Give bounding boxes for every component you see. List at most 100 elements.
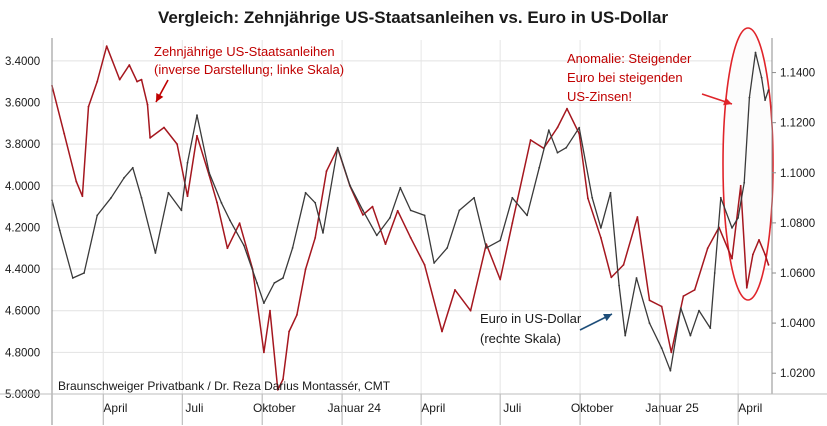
eur-usd-point <box>131 166 134 169</box>
eur-usd-point <box>123 176 125 179</box>
eur-usd-point <box>336 146 339 149</box>
eur-usd-point <box>600 227 602 229</box>
treasury-yield-point <box>325 170 328 173</box>
y-left-tick-label: 3.8000 <box>5 139 40 151</box>
treasury-yield-point <box>693 289 696 291</box>
treasury-yield-point <box>163 126 165 129</box>
eur-usd-point <box>635 277 638 279</box>
treasury-yield-point <box>186 195 189 198</box>
y-left-tick-label: 3.6000 <box>5 97 40 109</box>
y-left-tick-label: 4.4000 <box>5 264 40 276</box>
treasury-yield-point <box>118 78 121 81</box>
annotation-anomaly-line-3: US-Zinsen! <box>567 89 632 104</box>
annotation-anomaly-line-1: Anomalie: Steigender <box>567 51 692 66</box>
eur-usd-point <box>83 272 85 274</box>
eur-usd-point <box>263 302 265 304</box>
treasury-yield-point <box>469 309 472 312</box>
treasury-yield-point <box>304 268 307 270</box>
eur-usd-point <box>698 309 700 312</box>
eur-usd-point <box>229 219 231 222</box>
eur-usd-point <box>767 89 770 91</box>
y-left-tick-label: 5.0000 <box>5 389 40 401</box>
eur-usd-point <box>314 201 317 204</box>
annotation-treasury-line-2: (inverse Darstellung; linke Skala) <box>154 62 344 77</box>
arrow-anomaly-head <box>723 97 732 106</box>
treasury-yield-point <box>105 45 108 48</box>
y-right-tick-label: 1.0600 <box>780 268 815 280</box>
anomaly-ellipse <box>722 27 774 301</box>
arrow-euro-head <box>603 314 612 322</box>
treasury-yield-point <box>149 137 152 139</box>
treasury-yield-point <box>454 289 456 291</box>
eur-usd-point <box>458 209 461 212</box>
treasury-yield-point <box>610 276 613 279</box>
treasury-yield-point <box>758 239 760 241</box>
eur-usd-point <box>154 252 157 254</box>
annotation-euro-line-2: (rechte Skala) <box>480 331 561 346</box>
eur-usd-point <box>660 347 663 350</box>
treasury-yield-point <box>636 216 639 218</box>
eur-usd-point <box>96 214 99 217</box>
eur-usd-point <box>58 229 61 232</box>
series-line-eur-usd <box>51 51 770 372</box>
x-tick-label: April <box>103 401 127 415</box>
annotation-treasury: Zehnjährige US-Staatsanleihen (inverse D… <box>154 44 344 77</box>
treasury-yield-point <box>648 299 651 302</box>
treasury-yield-point <box>263 351 265 354</box>
eur-usd-point <box>243 244 245 247</box>
treasury-yield-point <box>706 247 709 250</box>
eur-usd-point <box>547 129 550 132</box>
eur-usd-point <box>764 99 766 101</box>
eur-usd-point <box>713 272 716 274</box>
y-left-tick-label: 4.8000 <box>5 347 40 359</box>
treasury-yield-point <box>75 180 78 183</box>
treasury-yield-point <box>739 184 742 187</box>
annotation-treasury-line-1: Zehnjährige US-Staatsanleihen <box>154 44 335 59</box>
eur-usd-point <box>689 334 692 337</box>
eur-usd-point <box>208 171 211 174</box>
eur-usd-point <box>409 209 412 212</box>
eur-usd-point <box>71 277 74 279</box>
treasury-yield-point <box>423 264 426 266</box>
treasury-yield-point <box>767 264 770 266</box>
eur-usd-point <box>140 196 143 199</box>
treasury-yield-point <box>682 295 685 297</box>
eur-usd-point <box>737 217 739 219</box>
x-tick-label: Juli <box>185 401 203 415</box>
treasury-yield-point <box>314 236 317 239</box>
eur-usd-point <box>485 247 488 249</box>
chart-title: Vergleich: Zehnjährige US-Staatsanleihen… <box>158 8 669 27</box>
eur-usd-point <box>526 214 528 217</box>
annotation-anomaly-line-2: Euro bei steigenden <box>567 70 683 85</box>
eur-usd-point <box>748 96 751 99</box>
treasury-yield-point <box>409 236 412 239</box>
y-right-tick-label: 1.1000 <box>780 168 815 180</box>
y-right-tick-label: 1.1400 <box>780 68 815 80</box>
treasury-yield-point <box>96 80 99 83</box>
eur-usd-point <box>220 201 223 204</box>
eur-usd-point <box>375 234 378 237</box>
annotation-anomaly: Anomalie: Steigender Euro bei steigenden… <box>567 51 692 104</box>
eur-usd-point <box>719 196 722 199</box>
eur-usd-point <box>578 126 581 129</box>
treasury-yield-point <box>269 309 271 312</box>
treasury-yield-point <box>511 222 514 225</box>
treasury-yield-point <box>288 330 290 333</box>
y-left-tick-label: 3.4000 <box>5 56 40 68</box>
eur-usd-point <box>499 239 502 242</box>
treasury-yield-point <box>441 330 443 333</box>
annotation-euro: Euro in US-Dollar (rechte Skala) <box>480 311 582 346</box>
treasury-yield-point <box>140 78 143 81</box>
eur-usd-point <box>273 282 276 284</box>
treasury-yield-point <box>752 253 754 256</box>
eur-usd-point <box>679 307 682 309</box>
treasury-yield-point <box>587 197 589 200</box>
treasury-yield-point <box>371 205 374 208</box>
eur-usd-point <box>399 186 402 189</box>
eur-usd-point <box>304 191 307 194</box>
treasury-yield-point <box>499 278 502 281</box>
treasury-yield-point <box>566 107 568 110</box>
treasury-yield-point <box>764 253 766 256</box>
